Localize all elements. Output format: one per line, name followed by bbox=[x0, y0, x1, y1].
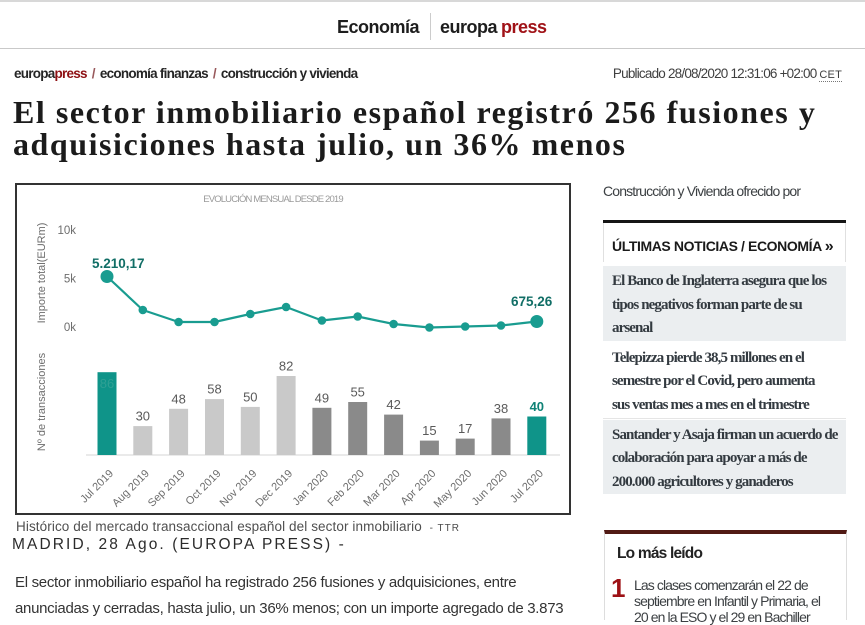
svg-text:50: 50 bbox=[243, 389, 257, 404]
svg-text:17: 17 bbox=[458, 421, 472, 436]
svg-text:82: 82 bbox=[279, 359, 293, 374]
svg-text:58: 58 bbox=[207, 382, 221, 397]
svg-text:Nov 2019: Nov 2019 bbox=[218, 468, 260, 510]
svg-text:38: 38 bbox=[494, 401, 508, 416]
svg-text:0k: 0k bbox=[64, 322, 76, 334]
svg-text:5.210,17: 5.210,17 bbox=[92, 256, 145, 271]
svg-text:May 2020: May 2020 bbox=[432, 468, 475, 511]
svg-text:Jun 2020: Jun 2020 bbox=[470, 468, 510, 508]
svg-text:40: 40 bbox=[530, 399, 544, 414]
svg-text:Nº de transacciones: Nº de transacciones bbox=[36, 352, 48, 451]
svg-text:675,26: 675,26 bbox=[511, 294, 553, 309]
svg-text:Sep 2019: Sep 2019 bbox=[146, 468, 188, 510]
svg-text:Aug 2019: Aug 2019 bbox=[110, 468, 152, 510]
svg-text:Jul 2020: Jul 2020 bbox=[508, 468, 546, 506]
svg-text:Feb 2020: Feb 2020 bbox=[325, 468, 366, 509]
svg-text:Jan 2020: Jan 2020 bbox=[291, 468, 331, 508]
svg-text:49: 49 bbox=[315, 390, 329, 405]
svg-text:15: 15 bbox=[422, 423, 436, 438]
svg-text:10k: 10k bbox=[57, 225, 76, 237]
svg-text:EVOLUCIÓN MENSUAL DESDE 2019: EVOLUCIÓN MENSUAL DESDE 2019 bbox=[203, 194, 343, 205]
svg-text:Dec 2019: Dec 2019 bbox=[253, 468, 295, 510]
svg-text:48: 48 bbox=[171, 391, 185, 406]
svg-text:5k: 5k bbox=[64, 274, 76, 286]
svg-text:55: 55 bbox=[350, 385, 364, 400]
svg-text:86: 86 bbox=[100, 376, 114, 391]
svg-text:Mar 2020: Mar 2020 bbox=[361, 468, 402, 509]
svg-text:30: 30 bbox=[136, 409, 150, 424]
svg-text:42: 42 bbox=[386, 397, 400, 412]
svg-text:Importe total(EURm): Importe total(EURm) bbox=[36, 223, 48, 324]
